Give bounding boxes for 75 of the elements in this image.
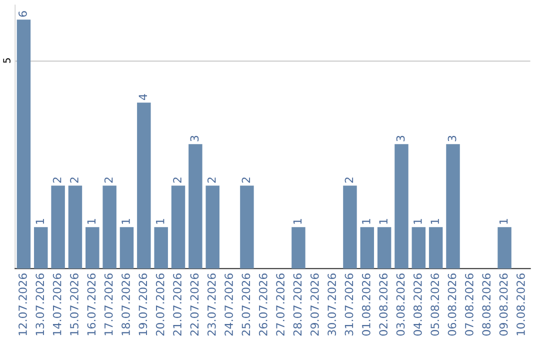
y-tick-label: 5 (3, 58, 10, 63)
data-label: 1 (414, 218, 422, 224)
data-label: 1 (362, 218, 370, 224)
bar (343, 186, 357, 269)
x-tick-label: 25.07.2026 (242, 273, 250, 336)
x-tick-label: 06.08.2026 (448, 273, 456, 336)
x-tick-label: 23.07.2026 (207, 273, 216, 336)
data-label: 2 (242, 178, 250, 183)
bar (446, 144, 460, 269)
data-label: 2 (70, 178, 78, 183)
x-tick-label: 17.07.2026 (104, 273, 113, 336)
x-tick-label: 31.07.2026 (344, 273, 354, 336)
data-label: 1 (36, 218, 44, 224)
bar (188, 144, 202, 269)
x-tick-label: 07.08.2026 (464, 273, 474, 336)
x-tick-label: 05.08.2026 (430, 273, 440, 336)
bar (292, 227, 306, 269)
data-label: 1 (87, 218, 96, 224)
x-tick-label: 13.07.2026 (36, 273, 44, 336)
data-label: 2 (104, 178, 113, 183)
bar (68, 186, 82, 269)
data-label: 1 (293, 218, 302, 224)
bar (86, 227, 100, 269)
x-tick-label: 16.07.2026 (87, 273, 96, 336)
x-tick-label: 19.07.2026 (138, 273, 148, 336)
data-label: 2 (52, 178, 62, 183)
bar (377, 227, 392, 269)
x-tick-label: 04.08.2026 (413, 273, 422, 336)
bar (102, 186, 116, 269)
data-label: 1 (156, 218, 164, 224)
bar (240, 186, 254, 269)
bar (412, 227, 426, 269)
data-label: 2 (207, 178, 216, 183)
data-label: 3 (396, 136, 405, 142)
x-tick-label: 03.08.2026 (396, 273, 405, 336)
data-label: 3 (448, 136, 456, 142)
bar (16, 20, 31, 269)
x-tick-label: 29.07.2026 (310, 273, 319, 336)
x-tick-label: 18.07.2026 (122, 273, 130, 336)
x-tick-label: 12.07.2026 (18, 273, 27, 336)
data-label: 3 (190, 136, 199, 142)
bar (428, 227, 443, 269)
x-tick-label: 22.07.2026 (190, 273, 199, 336)
data-label: 2 (173, 178, 182, 183)
data-label: 2 (344, 178, 354, 183)
x-tick-label: 30.07.2026 (328, 273, 336, 336)
x-tick-label: 08.08.2026 (482, 273, 491, 336)
x-tick-label: 15.07.2026 (70, 273, 78, 336)
x-tick-label: 28.07.2026 (293, 273, 302, 336)
x-tick-label: 20.07.2026 (156, 273, 164, 336)
data-label: 1 (430, 218, 439, 224)
bar (394, 144, 408, 269)
bar (137, 102, 151, 269)
x-tick-label: 21.07.2026 (173, 273, 182, 336)
bar (120, 227, 134, 269)
data-label: 1 (122, 218, 130, 224)
bar (206, 186, 220, 269)
bar (154, 227, 168, 269)
x-tick-label: 02.08.2026 (379, 273, 388, 336)
x-tick-label: 01.08.2026 (362, 273, 370, 336)
x-tick-label: 24.07.2026 (224, 273, 233, 336)
bar (34, 227, 48, 269)
data-label: 1 (499, 218, 508, 224)
x-tick-label: 10.08.2026 (516, 273, 525, 336)
bar (360, 227, 374, 269)
bar (498, 227, 512, 269)
x-tick-label: 14.07.2026 (52, 273, 62, 336)
x-tick-label: 09.08.2026 (499, 273, 508, 336)
bar (51, 186, 65, 269)
bar (171, 186, 186, 269)
x-tick-label: 27.07.2026 (276, 273, 285, 336)
data-label: 6 (18, 11, 27, 17)
data-label: 1 (379, 218, 388, 224)
data-label: 4 (138, 94, 147, 100)
x-tick-label: 26.07.2026 (258, 273, 268, 336)
